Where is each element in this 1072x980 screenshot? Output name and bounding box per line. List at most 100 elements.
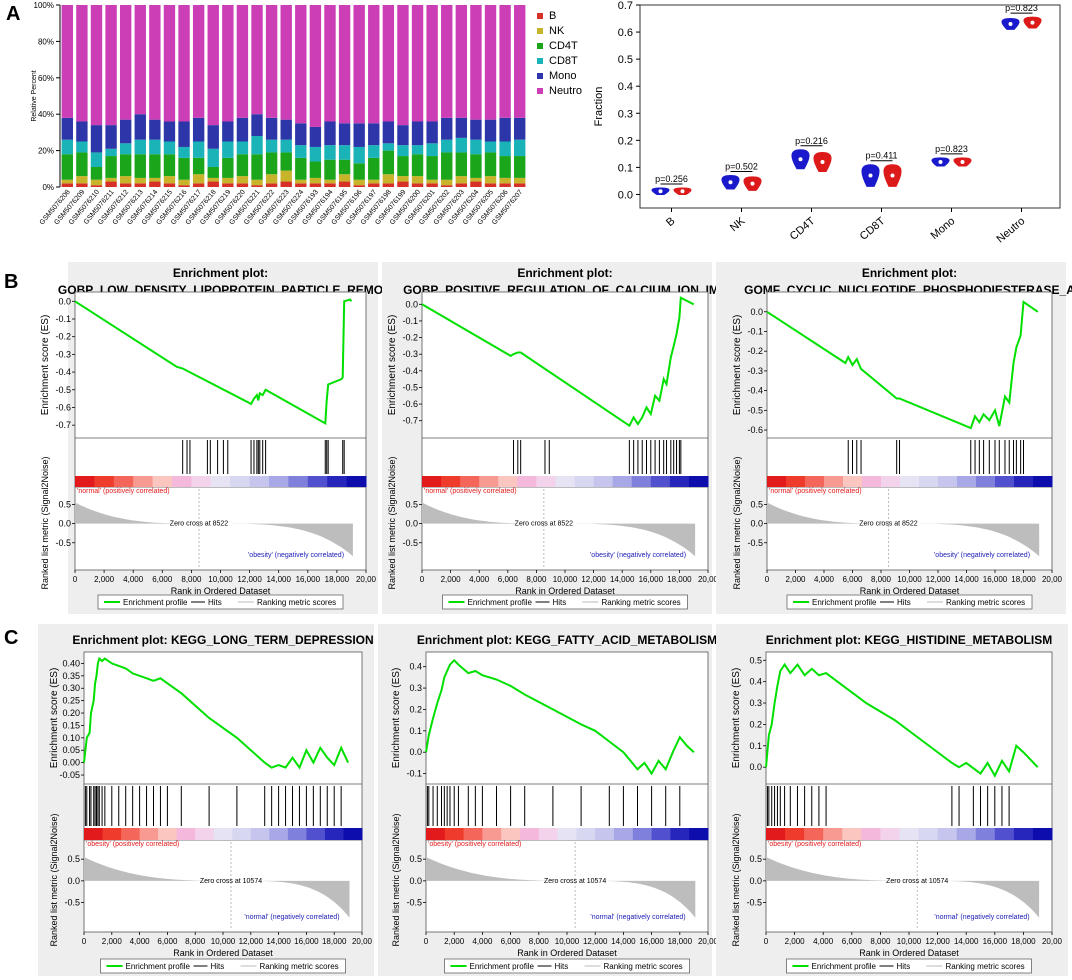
x-axis-label: Rank in Ordered Dataset — [173, 948, 273, 958]
legend-box — [444, 958, 690, 974]
bar-segment-cd4t — [119, 154, 132, 177]
x-tick-label: 12,000 — [925, 937, 950, 946]
rank-color-segment — [766, 828, 786, 840]
bar-segment-b — [149, 181, 161, 187]
metric-y-axis-label: Ranked list metric (Signal2Noise) — [731, 813, 741, 946]
negative-correlation-label: 'obesity' (negatively correlated) — [934, 552, 1030, 559]
rank-color-segment — [689, 828, 709, 840]
rank-color-segment — [152, 476, 173, 487]
bar-segment-b — [163, 183, 176, 187]
es-y-tick-label: 0.0 — [749, 762, 762, 772]
legend-label: CD4T — [549, 40, 578, 52]
x-tick-label: 16,000 — [294, 937, 319, 946]
es-y-tick-label: 0.20 — [62, 708, 80, 718]
x-tick-label: 2,000 — [102, 937, 123, 946]
metric-y-axis-label: Ranked list metric (Signal2Noise) — [732, 456, 742, 589]
rank-color-segment — [463, 828, 483, 840]
x-tick-label: 16,000 — [639, 575, 664, 584]
y-tick-label: 0% — [42, 183, 54, 192]
rank-color-segment — [632, 828, 653, 840]
x-tick-label: 16,000 — [296, 575, 321, 584]
gsea-panel: Enrichment plot: KEGG_HISTIDINE_METABOLI… — [716, 624, 1068, 976]
bar-segment-cd4t — [514, 156, 526, 178]
rank-color-segment — [669, 476, 690, 487]
legend-label: Ranking metric scores — [604, 962, 683, 971]
x-tick-label: 8,000 — [870, 937, 891, 946]
rank-color-segment — [670, 828, 690, 840]
x-tick-label: 20,00 — [1042, 937, 1063, 946]
bar-segment-b — [324, 183, 336, 187]
negative-correlation-label: 'normal' (negatively correlated) — [244, 914, 339, 921]
rank-color-segment — [957, 476, 977, 487]
legend-label: Enrichment profile — [126, 962, 191, 971]
bar-segment-neutro — [134, 5, 146, 115]
bar-segment-mono — [207, 125, 219, 149]
plot-title: Enrichment plot: KEGG_FATTY_ACID_METABOL… — [417, 633, 717, 647]
bar-segment-mono — [119, 119, 132, 144]
bar-segment-mono — [324, 121, 336, 146]
bar-segment-nk — [382, 174, 395, 184]
rank-color-segment — [651, 828, 671, 840]
es-y-tick-label: -0.5 — [747, 405, 763, 415]
gsea-panel: Enrichment plot: KEGG_FATTY_ACID_METABOL… — [378, 624, 719, 976]
es-y-axis-label: Enrichment score (ES) — [391, 668, 402, 769]
rank-color-segment — [102, 828, 122, 840]
rank-color-segment — [426, 828, 446, 840]
es-y-axis-label: Enrichment score (ES) — [731, 668, 742, 769]
rank-color-segment — [786, 476, 806, 487]
rank-color-segment — [994, 828, 1015, 840]
es-y-tick-label: 0.25 — [62, 696, 80, 706]
x-tick-label: 16,000 — [983, 575, 1008, 584]
bar-segment-mono — [382, 121, 395, 144]
bar-segment-cd4t — [441, 152, 453, 180]
bar-segment-cd8t — [499, 141, 511, 157]
bar-segment-mono — [499, 117, 511, 142]
positive-correlation-label: 'obesity' (positively correlated) — [428, 841, 521, 848]
bar-segment-nk — [295, 179, 307, 184]
metric-y-tick-label: 0.0 — [405, 519, 418, 529]
x-tick-label: 0 — [420, 575, 425, 584]
bar-segment-mono — [368, 123, 380, 146]
rank-color-segment — [880, 828, 900, 840]
bar-segment-b — [251, 185, 263, 187]
gsea-panels: Enrichment plot:GOBP_LOW_DENSITY_LIPOPRO… — [38, 262, 1072, 976]
es-y-tick-label: 0.0 — [405, 299, 418, 309]
bar-segment-b — [207, 181, 219, 187]
x-axis-label: Rank in Ordered Dataset — [860, 586, 960, 596]
bar-segment-neutro — [368, 5, 380, 124]
x-tick-label: 18,000 — [322, 937, 347, 946]
bar-segment-cd8t — [265, 139, 278, 153]
bar-segment-neutro — [455, 5, 468, 118]
es-y-tick-label: 0.05 — [62, 745, 80, 755]
x-tick-label: 16,000 — [639, 937, 664, 946]
bar-segment-cd4t — [105, 156, 117, 178]
bar-segment-cd4t — [251, 154, 263, 180]
legend-label: Ranking metric scores — [946, 598, 1025, 607]
x-tick-label: 20,00 — [356, 575, 377, 584]
bar-segment-cd4t — [163, 154, 176, 177]
bar-segment-b — [499, 183, 511, 187]
bar-segment-cd4t — [207, 166, 219, 178]
rank-color-segment — [881, 476, 901, 487]
bar-segment-cd8t — [207, 148, 219, 167]
x-tick-label: 2,000 — [785, 937, 806, 946]
bar-segment-neutro — [324, 5, 336, 122]
metric-y-axis-label: Ranked list metric (Signal2Noise) — [49, 813, 59, 946]
bar-segment-neutro — [105, 5, 117, 126]
legend-swatch — [537, 43, 543, 49]
metric-y-tick-label: 0.0 — [58, 519, 71, 529]
x-tick-label: 6,000 — [498, 575, 519, 584]
bar-segment-cd4t — [470, 154, 482, 178]
x-tick-label: 4,000 — [130, 937, 151, 946]
rank-color-segment — [158, 828, 178, 840]
bar-segment-cd8t — [397, 145, 409, 157]
metric-y-tick-label: 0.0 — [749, 876, 762, 886]
bar-segment-b — [309, 183, 322, 187]
p-value-label: p=0.216 — [795, 136, 828, 146]
rank-color-segment — [650, 476, 671, 487]
bar-segment-cd8t — [484, 141, 497, 153]
bar-segment-cd8t — [426, 143, 438, 157]
violin-group1-median — [798, 157, 803, 162]
bar-segment-nk — [222, 177, 234, 184]
x-tick-label: CD8T — [858, 215, 888, 243]
